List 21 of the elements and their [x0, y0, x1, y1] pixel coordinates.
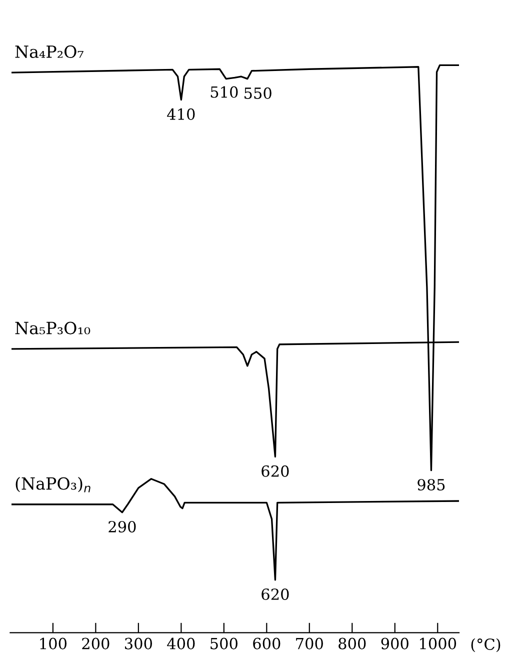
- x-tick-label: 900: [381, 638, 408, 650]
- series-label: Na₄P₂O₇: [15, 45, 84, 58]
- annotation: 620: [262, 465, 289, 477]
- x-tick-label: 100: [40, 638, 67, 650]
- annotation: 290: [108, 520, 136, 532]
- x-tick-label: 300: [125, 638, 152, 650]
- annotation: 550: [244, 87, 272, 99]
- annotation: 410: [167, 108, 195, 120]
- x-tick-label: 600: [253, 638, 280, 650]
- annotation: 620: [262, 588, 289, 600]
- x-tick-label: 1000: [420, 638, 456, 650]
- annotation: 510: [210, 86, 238, 98]
- x-tick-label: 800: [338, 638, 366, 650]
- series-label: Na₅P₃O₁₀: [15, 322, 90, 334]
- series-label: (NaPO₃)$_{n}$: [16, 476, 90, 492]
- annotation: 985: [418, 478, 445, 490]
- x-tick-label: 400: [167, 638, 195, 650]
- x-tick-label: 700: [296, 638, 323, 650]
- x-tick-label: 200: [82, 638, 110, 650]
- x-tick-label: 500: [210, 638, 238, 650]
- x-axis-title: (°C): [471, 638, 500, 652]
